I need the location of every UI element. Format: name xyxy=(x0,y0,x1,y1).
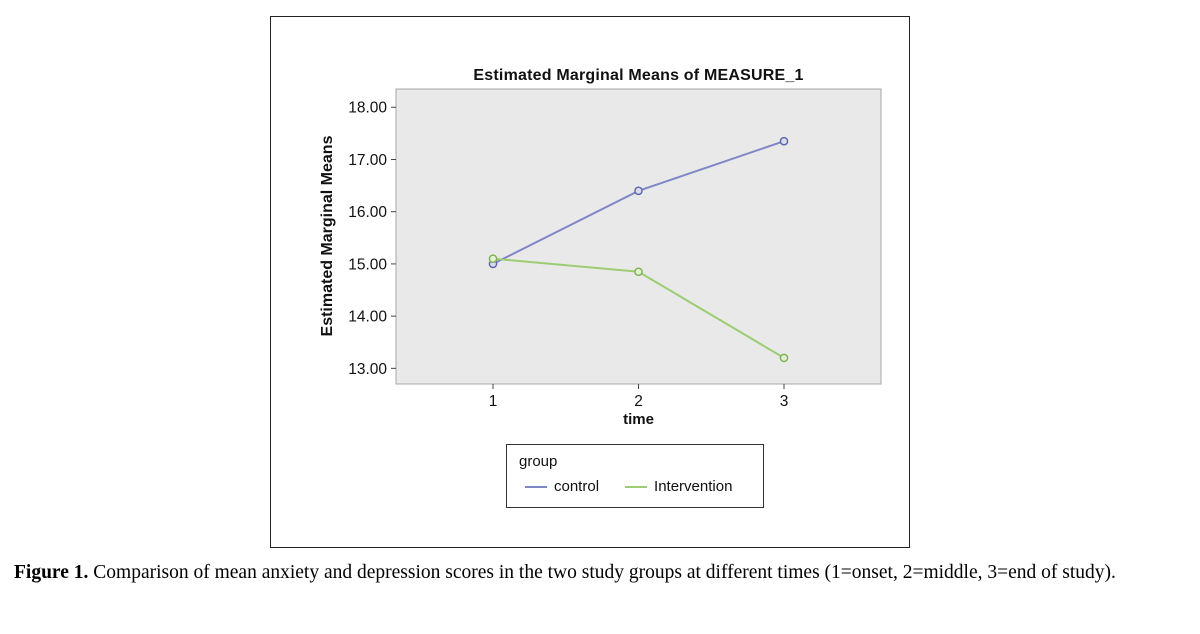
y-tick-label: 15.00 xyxy=(348,256,387,273)
y-tick-label: 14.00 xyxy=(348,309,387,326)
x-tick-label: 1 xyxy=(489,393,498,410)
legend-swatch xyxy=(625,485,648,488)
chart-figure: Estimated Marginal Means of MEASURE_1 Es… xyxy=(270,16,910,548)
legend-label: Intervention xyxy=(654,478,733,495)
legend-label: control xyxy=(554,478,600,495)
y-tick-label: 13.00 xyxy=(348,361,387,378)
data-point-control xyxy=(779,136,789,146)
y-tick-label: 18.00 xyxy=(348,100,387,117)
line-chart: 13.00 14.00 15.00 16.00 17.00 18.00 1 2 3 xyxy=(348,88,882,410)
data-point-Intervention xyxy=(488,254,498,263)
y-tick-label: 17.00 xyxy=(348,152,387,169)
y-tick-label: 16.00 xyxy=(348,204,387,221)
x-tick-label: 3 xyxy=(780,393,789,410)
legend-swatch xyxy=(525,485,547,488)
x-axis-label: time xyxy=(623,411,654,428)
data-point-Intervention xyxy=(779,353,789,363)
plot-area xyxy=(395,88,882,385)
legend-item-Intervention: Intervention xyxy=(625,478,732,495)
caption-label: Figure 1. xyxy=(14,562,89,583)
data-point-control xyxy=(634,186,643,196)
chart-title: Estimated Marginal Means of MEASURE_1 xyxy=(473,67,804,84)
legend: group control Intervention xyxy=(506,444,764,508)
x-tick-label: 2 xyxy=(634,393,643,410)
legend-title: group xyxy=(519,453,558,470)
caption-text: Comparison of mean anxiety and depressio… xyxy=(88,562,1116,583)
legend-item-control: control xyxy=(525,478,599,495)
legend-items: control Intervention xyxy=(519,478,751,495)
figure-caption: Figure 1. Comparison of mean anxiety and… xyxy=(14,560,1190,586)
data-point-Intervention xyxy=(634,267,643,277)
